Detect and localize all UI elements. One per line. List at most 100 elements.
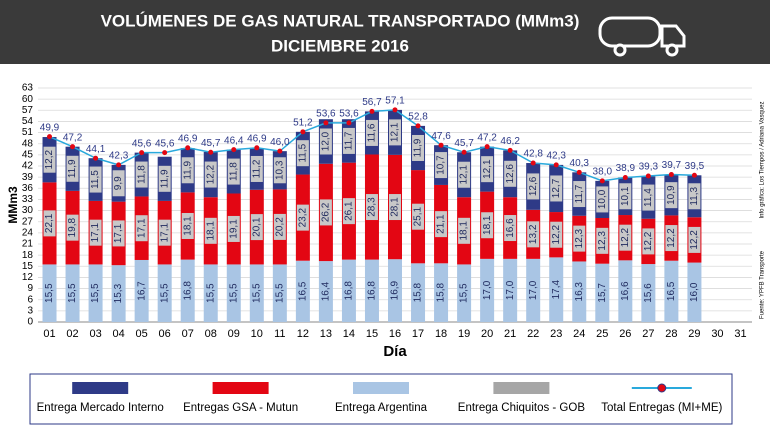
y-tick-label: 57: [22, 105, 34, 116]
y-tick-label: 12: [22, 272, 34, 283]
total-point: [162, 150, 168, 156]
chart-title: VOLÚMENES DE GAS NATURAL TRANSPORTADO (M…: [101, 11, 580, 30]
label-box: [389, 194, 401, 221]
bar-segment: [641, 264, 656, 322]
x-tick-label: 10: [251, 328, 263, 340]
data-label: 15,5: [274, 283, 285, 303]
bar-segment: [595, 263, 610, 322]
data-label: 16,7: [136, 281, 147, 301]
label-box: [642, 184, 655, 211]
data-label: 18,1: [482, 215, 493, 235]
total-label: 47,2: [63, 132, 83, 143]
data-label: 10,1: [620, 186, 631, 206]
chart-subtitle: DICIEMBRE 2016: [271, 36, 409, 55]
label-box: [43, 146, 56, 173]
label-box: [527, 221, 540, 248]
bar-segment: [618, 260, 633, 322]
label-box: [250, 214, 263, 241]
label-box: [296, 140, 309, 167]
total-label: 39,7: [662, 160, 682, 171]
label-box: [273, 213, 286, 240]
data-label: 20,1: [251, 217, 262, 237]
x-tick-label: 21: [504, 328, 516, 340]
total-point: [369, 108, 375, 114]
data-label: 15,5: [44, 283, 55, 303]
data-label: 11,3: [689, 186, 700, 205]
total-label: 47,2: [477, 132, 497, 143]
label-box: [458, 161, 471, 188]
total-label: 53,6: [339, 109, 359, 120]
data-label: 23,2: [298, 207, 309, 227]
total-point: [346, 120, 352, 126]
data-label: 16,0: [689, 282, 700, 302]
data-label: 11,6: [367, 123, 378, 142]
label-box: [204, 217, 217, 244]
label-box: [412, 203, 425, 230]
data-label: 17,0: [528, 280, 539, 300]
data-label: 12,3: [597, 231, 608, 251]
total-label: 42,8: [523, 149, 543, 160]
x-tick-label: 23: [550, 328, 562, 340]
x-axis-label: Día: [383, 343, 407, 360]
data-label: 10,7: [436, 155, 447, 175]
y-tick-label: 30: [22, 205, 34, 216]
total-point: [231, 147, 237, 153]
total-point: [185, 145, 191, 151]
total-label: 47,6: [431, 131, 451, 142]
x-tick-label: 05: [136, 328, 148, 340]
data-label: 11,9: [182, 160, 193, 179]
label-box: [365, 119, 378, 146]
data-label: 10,9: [666, 185, 677, 205]
total-point: [47, 134, 53, 140]
data-label: 13,2: [528, 224, 539, 244]
data-label: 12,6: [505, 164, 516, 184]
bar-segment: [180, 259, 195, 322]
total-point: [438, 142, 444, 148]
bar-segment: [411, 263, 426, 322]
y-tick-label: 27: [22, 216, 34, 227]
label-box: [573, 225, 586, 252]
data-label: 15,5: [159, 283, 170, 303]
source: Fuente: YPFB Transporte: [760, 250, 766, 319]
legend-swatch: [493, 382, 550, 394]
data-label: 11,5: [90, 170, 101, 189]
x-tick-label: 29: [688, 328, 700, 340]
label-box: [342, 127, 355, 154]
label-box: [504, 160, 517, 187]
bar-segment: [503, 258, 518, 322]
total-point: [461, 149, 467, 155]
data-label: 12,2: [44, 150, 55, 170]
bar-segment: [480, 258, 495, 322]
legend-box: [29, 373, 733, 425]
y-tick-label: 0: [27, 317, 33, 328]
label-box: [596, 227, 609, 254]
bar-segment: [549, 257, 564, 322]
y-tick-label: 6: [27, 294, 33, 305]
label-box: [550, 175, 563, 202]
bar-segment: [295, 260, 310, 322]
total-label: 39,5: [685, 161, 705, 172]
data-label: 15,7: [597, 283, 608, 303]
bar-segment: [203, 264, 218, 322]
total-label: 38,0: [593, 166, 613, 177]
y-tick-label: 15: [22, 261, 34, 272]
total-label: 46,0: [270, 137, 290, 148]
legend-label: Entrega Chiquitos - GOB: [458, 402, 586, 414]
total-label: 42,3: [109, 151, 129, 162]
label-box: [112, 170, 125, 197]
legend-label: Total Entregas (MI+ME): [601, 402, 722, 414]
label-box: [665, 225, 678, 252]
x-tick-label: 24: [573, 328, 585, 340]
total-label: 46,2: [500, 136, 520, 147]
x-tick-label: 20: [481, 328, 493, 340]
data-label: 16,6: [505, 218, 516, 238]
truck-icon: [598, 16, 686, 57]
data-label: 18,1: [182, 216, 193, 236]
label-box: [458, 217, 471, 244]
bar-segment: [249, 264, 264, 322]
label-box: [504, 215, 517, 242]
bar-segment: [341, 259, 356, 322]
total-label: 45,6: [132, 138, 152, 149]
total-point: [392, 107, 398, 113]
label-box: [135, 215, 148, 242]
